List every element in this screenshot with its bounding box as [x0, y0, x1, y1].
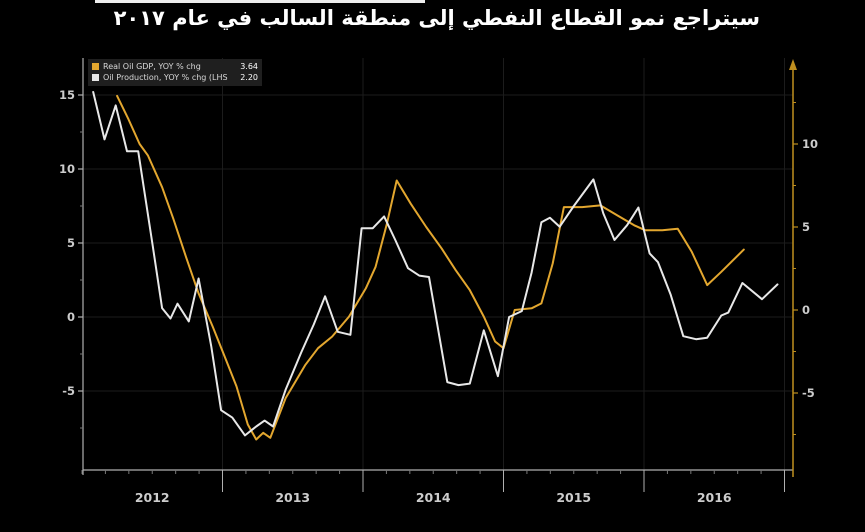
x-axis-year-label: 2013 — [275, 490, 310, 505]
x-axis-year-label: 2015 — [556, 490, 591, 505]
gdp-series-line — [116, 94, 745, 441]
gdp-series-value: 3.64 — [240, 62, 258, 71]
right-axis-arrow-icon — [789, 59, 797, 70]
right-axis-tick-label: -5 — [802, 386, 815, 400]
right-axis-tick-label: 10 — [802, 137, 818, 151]
legend-row-gdp: Real Oil GDP, YOY % chg 3.64 — [92, 61, 258, 72]
left-axis-tick-label: 10 — [59, 162, 75, 176]
production-series-line — [92, 91, 779, 437]
x-axis-year-label: 2016 — [697, 490, 732, 505]
screen-artifact-strip — [95, 0, 425, 3]
left-axis-tick-label: 5 — [67, 236, 75, 250]
gdp-series-swatch — [92, 63, 99, 70]
production-series-label: Oil Production, YOY % chg (LHS) — [103, 73, 228, 82]
legend-row-production: Oil Production, YOY % chg (LHS) 2.20 — [92, 72, 258, 83]
left-axis-tick-label: 0 — [67, 310, 75, 324]
x-axis-year-label: 2014 — [416, 490, 451, 505]
left-axis-tick-label: 15 — [59, 88, 75, 102]
gdp-series-label: Real Oil GDP, YOY % chg — [103, 62, 201, 71]
left-axis-tick-label: -5 — [62, 384, 75, 398]
production-series-value: 2.20 — [240, 73, 258, 82]
x-axis-year-label: 2012 — [135, 490, 170, 505]
chart-legend: Real Oil GDP, YOY % chg 3.64 Oil Product… — [88, 59, 262, 86]
right-axis-tick-label: 0 — [802, 303, 810, 317]
production-series-swatch — [92, 74, 99, 81]
page-title: سيتراجع نمو القطاع النفطي إلى منطقة السا… — [113, 6, 760, 30]
right-axis-tick-label: 5 — [802, 220, 810, 234]
